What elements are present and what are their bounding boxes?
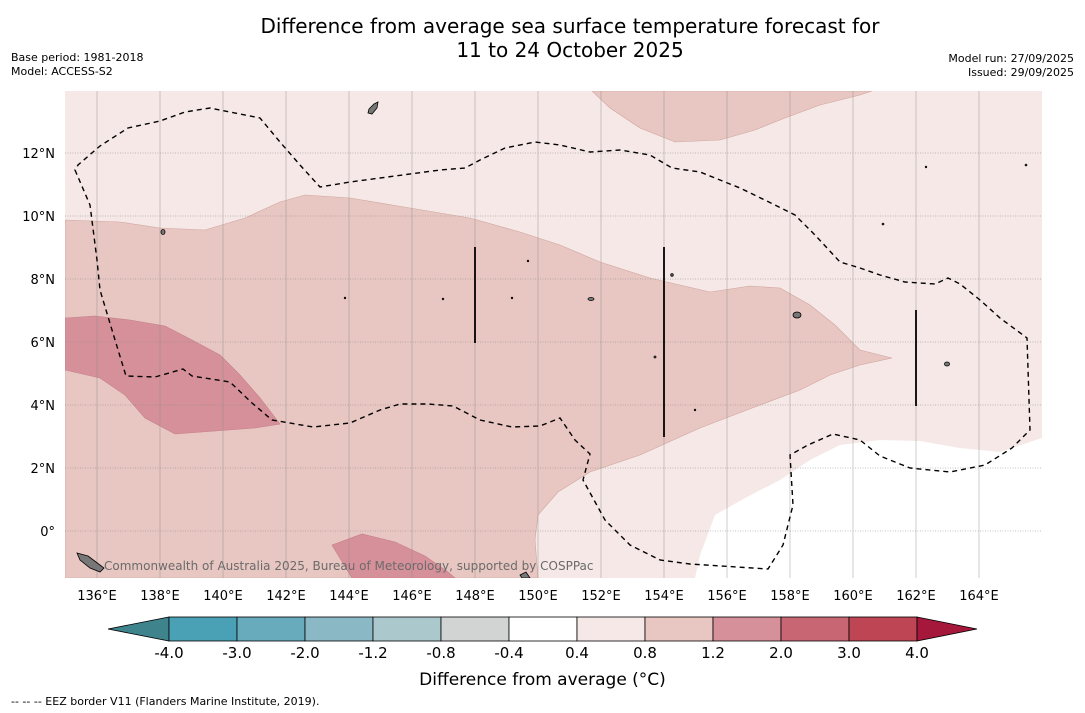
colorbar-tick-label: 3.0 bbox=[837, 644, 861, 662]
title-line-2: 11 to 24 October 2025 bbox=[456, 38, 684, 62]
colorbar-bin bbox=[304, 616, 374, 642]
island-pohnpei bbox=[587, 297, 595, 301]
colorbar-tick-label: -4.0 bbox=[154, 644, 183, 662]
islet bbox=[1024, 163, 1028, 167]
island-kosrae bbox=[944, 361, 950, 367]
islet bbox=[653, 355, 657, 359]
eez-border-palau-fsm-west bbox=[74, 107, 1031, 570]
island-manus bbox=[519, 571, 531, 578]
colorbar-tick-label: -0.8 bbox=[426, 644, 455, 662]
lon-label: 154°E bbox=[644, 589, 684, 604]
islet bbox=[441, 297, 445, 301]
map-plot-area: Commonwealth of Australia 2025, Bureau o… bbox=[65, 91, 1042, 578]
base-period-text: Base period: 1981-2018 bbox=[11, 51, 144, 64]
colorbar-bin bbox=[712, 616, 782, 642]
colorbar-tick-label: -0.4 bbox=[494, 644, 523, 662]
island-new-guinea-tip bbox=[76, 552, 105, 573]
anomaly-region-1.2-2.0-south bbox=[331, 533, 456, 578]
colorbar-tick-label: -1.2 bbox=[358, 644, 387, 662]
colorbar-bin bbox=[236, 616, 306, 642]
island-yap bbox=[160, 229, 166, 235]
lon-label: 160°E bbox=[833, 589, 873, 604]
lon-label: 152°E bbox=[581, 589, 621, 604]
colorbar-bins bbox=[168, 616, 918, 642]
lat-label: 6°N bbox=[31, 336, 56, 351]
island-guam bbox=[367, 101, 379, 115]
lat-label: 4°N bbox=[31, 399, 56, 414]
colorbar-bin bbox=[780, 616, 850, 642]
lat-label: 0° bbox=[40, 525, 55, 540]
longitude-gridlines bbox=[96, 91, 980, 578]
copyright-watermark: Commonwealth of Australia 2025, Bureau o… bbox=[104, 559, 594, 573]
eez-legend-footer: -- -- -- EEZ border V11 (Flanders Marine… bbox=[11, 695, 320, 708]
islet bbox=[510, 296, 514, 300]
colorbar-bin bbox=[440, 616, 510, 642]
issued-text: Issued: 29/09/2025 bbox=[967, 66, 1074, 79]
lon-label: 140°E bbox=[203, 589, 243, 604]
colorbar: -4.0 -3.0 -2.0 -1.2 -0.8 -0.4 0.4 0.8 1.2 2.0 3.0 4… bbox=[107, 616, 978, 662]
lon-label: 150°E bbox=[518, 589, 558, 604]
lon-label: 144°E bbox=[329, 589, 369, 604]
lon-label: 156°E bbox=[707, 589, 747, 604]
islet bbox=[670, 273, 674, 277]
colorbar-title: Difference from average (°C) bbox=[419, 670, 666, 690]
longitude-labels: 136°E 138°E 140°E 142°E 144°E 146°E 148°… bbox=[77, 589, 999, 604]
colorbar-tick-label: 0.4 bbox=[565, 644, 589, 662]
colorbar-tick-label: -3.0 bbox=[222, 644, 251, 662]
meta-right: Model run: 27/09/2025 Issued: 29/09/2025 bbox=[948, 52, 1074, 80]
colorbar-bin bbox=[168, 616, 238, 642]
colorbar-tick-label: -2.0 bbox=[290, 644, 319, 662]
lon-label: 138°E bbox=[140, 589, 180, 604]
latitude-gridlines bbox=[65, 152, 1042, 532]
island-chuuk bbox=[792, 311, 802, 319]
lat-label: 2°N bbox=[31, 462, 56, 477]
anomaly-region-0.8-1.2 bbox=[65, 194, 893, 578]
colorbar-bin bbox=[576, 616, 646, 642]
lon-label: 158°E bbox=[770, 589, 810, 604]
lat-label: 10°N bbox=[22, 210, 55, 225]
colorbar-bin bbox=[508, 616, 578, 642]
colorbar-tick-label: 0.8 bbox=[633, 644, 657, 662]
colorbar-bin bbox=[372, 616, 442, 642]
lat-label: 12°N bbox=[22, 147, 55, 162]
lon-label: 136°E bbox=[77, 589, 117, 604]
colorbar-bin bbox=[848, 616, 918, 642]
colorbar-tick-label: 1.2 bbox=[701, 644, 725, 662]
lon-label: 146°E bbox=[392, 589, 432, 604]
colorbar-tick-labels: -4.0 -3.0 -2.0 -1.2 -0.8 -0.4 0.4 0.8 1.2 2.0 3.0 4… bbox=[154, 644, 929, 662]
latitude-labels: 12°N 10°N 8°N 6°N 4°N 2°N 0° bbox=[22, 147, 55, 540]
islet bbox=[881, 222, 885, 226]
islet bbox=[924, 165, 928, 169]
model-run-text: Model run: 27/09/2025 bbox=[948, 52, 1074, 65]
colorbar-underflow-triangle bbox=[107, 616, 170, 642]
lon-label: 164°E bbox=[959, 589, 999, 604]
lon-label: 148°E bbox=[455, 589, 495, 604]
anomaly-region-0.8-1.2-north bbox=[591, 91, 873, 143]
meta-left: Base period: 1981-2018 Model: ACCESS-S2 bbox=[11, 51, 143, 79]
islet bbox=[526, 259, 530, 263]
colorbar-overflow-triangle bbox=[916, 616, 978, 642]
title-line-1: Difference from average sea surface temp… bbox=[260, 14, 880, 38]
colorbar-bin bbox=[644, 616, 714, 642]
lon-label: 162°E bbox=[896, 589, 936, 604]
colorbar-tick-label: 4.0 bbox=[905, 644, 929, 662]
colorbar-tick-label: 2.0 bbox=[769, 644, 793, 662]
model-text: Model: ACCESS-S2 bbox=[11, 65, 113, 78]
anomaly-region-near-average bbox=[695, 438, 1042, 578]
islet bbox=[343, 296, 347, 300]
lon-label: 142°E bbox=[266, 589, 306, 604]
anomaly-region-1.2-2.0-west bbox=[65, 315, 281, 435]
islet bbox=[693, 408, 697, 412]
lat-label: 8°N bbox=[31, 273, 56, 288]
islands bbox=[76, 101, 1028, 578]
boundary-lines bbox=[474, 247, 917, 437]
eez-borders bbox=[74, 107, 1031, 570]
map-title: Difference from average sea surface temp… bbox=[0, 14, 1085, 62]
